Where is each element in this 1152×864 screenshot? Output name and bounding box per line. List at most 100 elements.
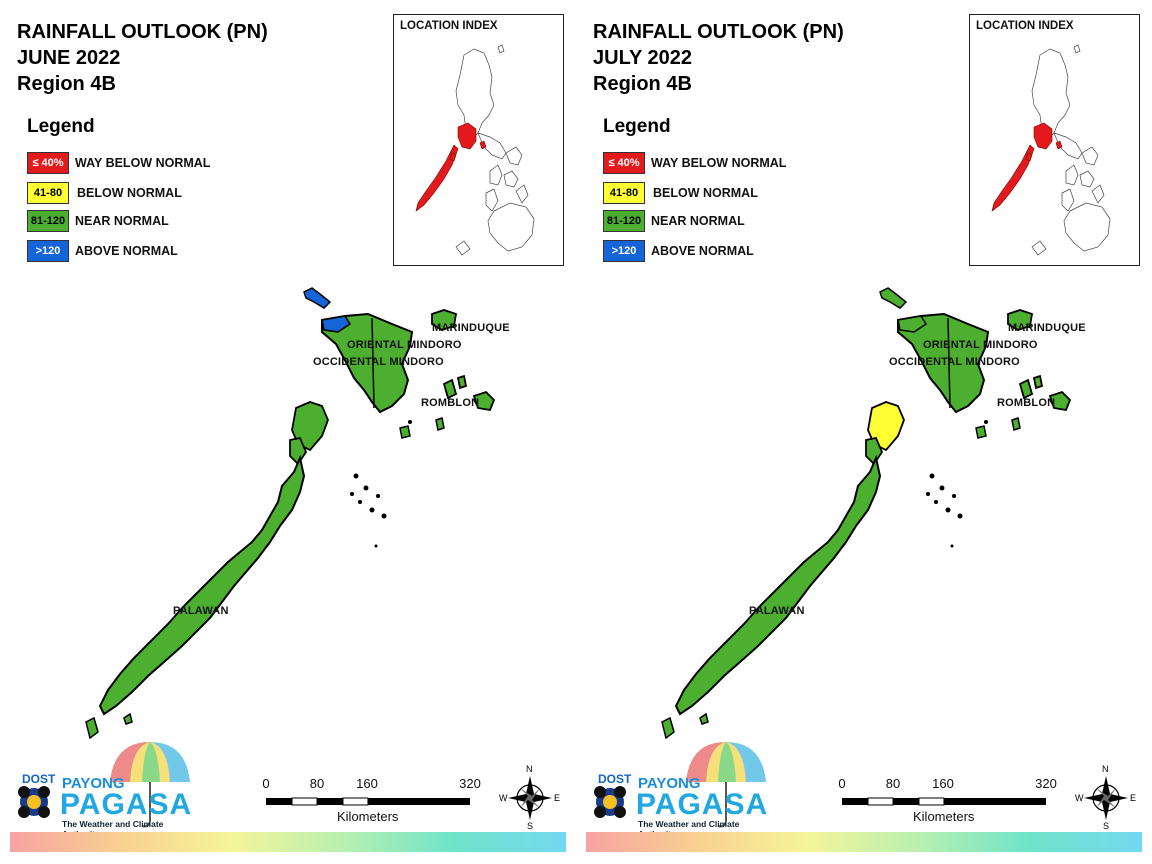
romblon-island [1018, 378, 1034, 400]
legend-item-near-normal: 81-120 NEAR NORMAL [603, 210, 745, 232]
bottom-gradient-bar [10, 832, 566, 852]
legend-title: Legend [27, 116, 95, 137]
scale-tick: 160 [932, 776, 954, 791]
legend-label: BELOW NORMAL [653, 186, 758, 200]
label-marinduque: MARINDUQUE [432, 322, 510, 334]
legend-swatch: ≤ 40% [27, 152, 69, 174]
location-index-inset: LOCATION INDEX [393, 14, 564, 266]
lubang-island [303, 287, 332, 309]
mindoro-island [321, 312, 414, 414]
title-line: RAINFALL OUTLOOK (PN) [593, 21, 844, 43]
title-line: RAINFALL OUTLOOK (PN) [17, 21, 268, 43]
title-region: Region 4B [17, 73, 116, 95]
legend-label: ABOVE NORMAL [75, 244, 178, 258]
legend-swatch: >120 [27, 240, 69, 262]
legend-item-way-below-normal: ≤ 40% WAY BELOW NORMAL [27, 152, 210, 174]
label-oriental-mindoro: ORIENTAL MINDORO [923, 339, 1038, 351]
mindoro-island [897, 312, 990, 414]
north-arrow-compass: N W E S [498, 764, 562, 832]
legend-swatch: >120 [603, 240, 645, 262]
legend-swatch: 81-120 [603, 210, 645, 232]
compass-s: S [527, 821, 534, 831]
region-4b-map [85, 287, 496, 740]
compass-w: W [499, 793, 508, 803]
legend-label: WAY BELOW NORMAL [75, 156, 211, 170]
scale-tick: 80 [885, 776, 901, 791]
label-romblon: ROMBLON [421, 397, 480, 409]
scale-tick: 0 [262, 776, 270, 791]
logo-payong: PAYONG [62, 775, 125, 792]
label-oriental-mindoro: ORIENTAL MINDORO [347, 339, 462, 351]
map-title: RAINFALL OUTLOOK (PN) JULY 2022 Region 4… [593, 19, 844, 97]
map-title: RAINFALL OUTLOOK (PN) JUNE 2022 Region 4… [17, 19, 268, 97]
palawan-island [674, 454, 882, 716]
label-palawan: PALAWAN [749, 605, 805, 617]
romblon-island [472, 390, 496, 412]
scale-tick: 0 [838, 776, 846, 791]
lubang-island [879, 287, 908, 309]
location-index-title: LOCATION INDEX [976, 20, 1074, 32]
compass-e: E [1130, 793, 1137, 803]
scale-bar: 0 80 160 320 Kilometers [262, 776, 492, 826]
calamian-islands [291, 401, 329, 452]
legend-item-near-normal: 81-120 NEAR NORMAL [27, 210, 169, 232]
label-romblon: ROMBLON [997, 397, 1056, 409]
legend-swatch: 81-120 [27, 210, 69, 232]
legend-swatch: 41-80 [27, 182, 69, 204]
marinduque-island [1007, 309, 1034, 331]
legend-item-above-normal: >120 ABOVE NORMAL [603, 240, 754, 262]
scale-tick: 80 [309, 776, 325, 791]
title-month: JULY 2022 [593, 47, 692, 69]
legend-title: Legend [603, 116, 671, 137]
label-palawan: PALAWAN [173, 605, 229, 617]
mindoro-northwest-area [321, 315, 352, 333]
calamian-islands-south [865, 436, 884, 466]
marinduque-island [431, 309, 458, 331]
philippines-outline-map [991, 44, 1111, 256]
scale-unit: Kilometers [337, 809, 399, 824]
june-outlook-panel: RAINFALL OUTLOOK (PN) JUNE 2022 Region 4… [10, 14, 566, 852]
logo-payong: PAYONG [638, 775, 701, 792]
logo-pagasa: PAGASA [636, 788, 769, 821]
logo-pagasa: PAGASA [60, 788, 193, 821]
scale-tick: 160 [356, 776, 378, 791]
mindoro-northwest-area [897, 315, 928, 333]
romblon-island [442, 378, 458, 400]
palawan-island [98, 454, 306, 716]
philippines-outline-map [415, 44, 535, 256]
compass-n: N [1102, 764, 1109, 774]
logo-dost: DOST [22, 772, 56, 786]
compass-e: E [554, 793, 561, 803]
romblon-island [1032, 374, 1044, 390]
logo-dost: DOST [598, 772, 632, 786]
scale-tick: 320 [1035, 776, 1057, 791]
romblon-island [1048, 390, 1072, 412]
label-occidental-mindoro: OCCIDENTAL MINDORO [313, 356, 444, 368]
legend-item-way-below-normal: ≤ 40% WAY BELOW NORMAL [603, 152, 786, 174]
title-month: JUNE 2022 [17, 47, 121, 69]
label-occidental-mindoro: OCCIDENTAL MINDORO [889, 356, 1020, 368]
legend-label: NEAR NORMAL [651, 214, 745, 228]
bottom-gradient-bar [586, 832, 1142, 852]
legend-swatch: 41-80 [603, 182, 645, 204]
compass-w: W [1075, 793, 1084, 803]
region-4b-map [661, 287, 1072, 740]
legend-item-below-normal: 41-80 BELOW NORMAL [603, 182, 758, 204]
legend-label: BELOW NORMAL [77, 186, 182, 200]
compass-n: N [526, 764, 533, 774]
palawan-islet [85, 716, 99, 740]
label-marinduque: MARINDUQUE [1008, 322, 1086, 334]
north-arrow-compass: N W E S [1074, 764, 1138, 832]
calamian-islands [867, 401, 905, 452]
legend-swatch: ≤ 40% [603, 152, 645, 174]
legend-label: WAY BELOW NORMAL [651, 156, 787, 170]
compass-s: S [1103, 821, 1110, 831]
palawan-islet [661, 716, 675, 740]
romblon-island [456, 374, 468, 390]
title-region: Region 4B [593, 73, 692, 95]
payong-pagasa-logo: DOST PAYONG PAGASA The Weather and Clima… [594, 740, 774, 839]
legend-item-above-normal: >120 ABOVE NORMAL [27, 240, 178, 262]
calamian-islands-south [289, 436, 308, 466]
scale-tick: 320 [459, 776, 481, 791]
legend-item-below-normal: 41-80 BELOW NORMAL [27, 182, 182, 204]
